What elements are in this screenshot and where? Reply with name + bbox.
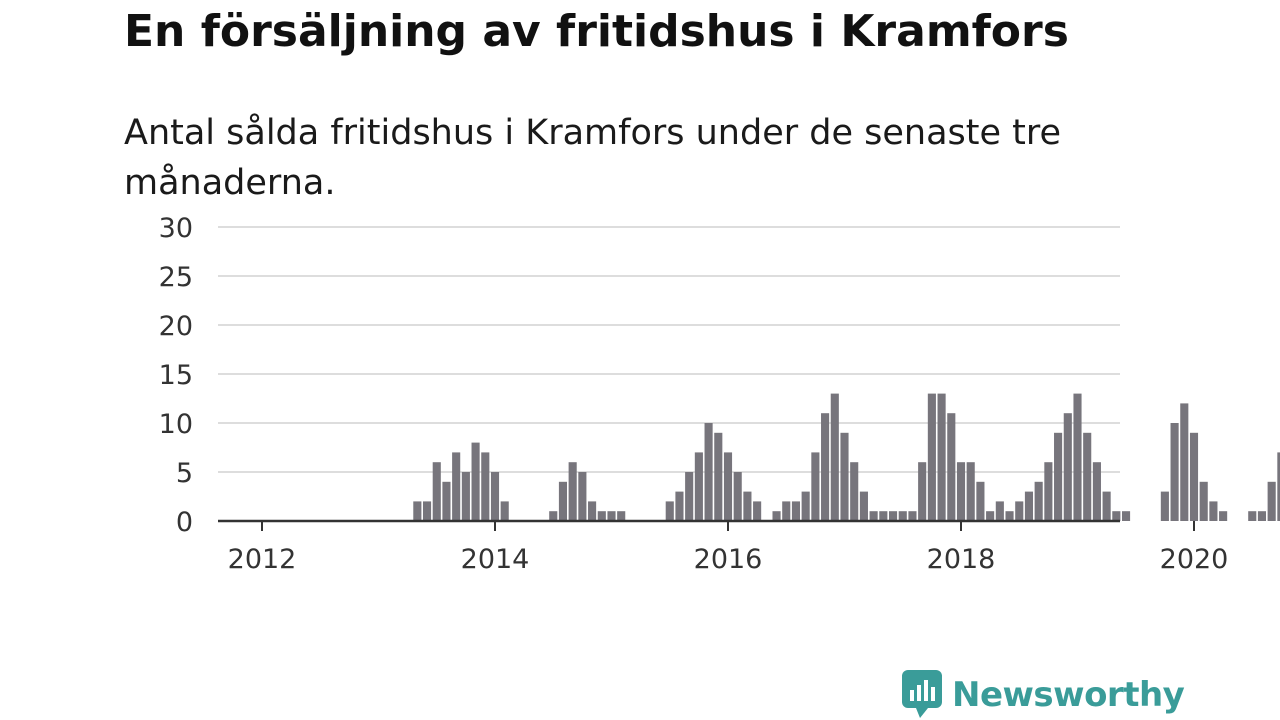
bars: [413, 393, 1280, 521]
bar: [811, 452, 820, 521]
bar: [723, 452, 733, 521]
bar: [1112, 511, 1121, 521]
x-tick-label: 2018: [927, 544, 996, 575]
bar: [1277, 452, 1280, 521]
bar: [908, 511, 917, 521]
bar: [801, 491, 810, 521]
bar: [1170, 423, 1179, 521]
bar: [500, 501, 509, 521]
y-tick-label: 20: [159, 311, 193, 342]
bar: [1121, 511, 1131, 521]
bar: [1219, 511, 1228, 521]
bar: [918, 462, 927, 521]
bar: [675, 491, 684, 521]
bar: [452, 452, 461, 521]
bar: [413, 501, 422, 521]
bar: [1267, 481, 1276, 521]
bar: [442, 481, 451, 521]
bar: [471, 442, 480, 521]
bar: [665, 501, 674, 521]
bar: [937, 393, 946, 521]
bar: [772, 511, 781, 521]
bar: [976, 481, 985, 521]
bar: [597, 511, 606, 521]
gridlines: [218, 226, 1120, 473]
bar: [1102, 491, 1111, 521]
chart-subtitle: Antal sålda fritidshus i Kramfors under …: [124, 113, 1062, 203]
bar: [782, 501, 791, 521]
bar: [995, 501, 1004, 521]
bar: [549, 511, 558, 521]
bar: [617, 511, 626, 521]
bar: [1063, 413, 1072, 521]
bar: [733, 472, 742, 521]
bar: [432, 462, 441, 521]
bar: [1044, 462, 1053, 521]
bar: [607, 511, 616, 521]
bar: [888, 511, 898, 521]
y-tick-label: 0: [176, 507, 193, 538]
x-tick-label: 2020: [1160, 544, 1229, 575]
bar: [1073, 393, 1082, 521]
bar: [1024, 491, 1034, 521]
bar: [1160, 491, 1169, 521]
bar: [578, 472, 587, 521]
bar: [879, 511, 888, 521]
bar: [986, 511, 995, 521]
bar: [588, 501, 597, 521]
bar: [558, 481, 568, 521]
newsworthy-logo[interactable]: Newsworthy: [902, 670, 1185, 720]
x-tick-label: 2014: [461, 544, 530, 575]
bar: [1054, 432, 1063, 521]
tick-labels: 0510152025301201220142016201820202022202…: [159, 213, 1229, 575]
bar: [821, 413, 830, 521]
bar: [1189, 432, 1199, 521]
bar: [947, 413, 956, 521]
bar: [1005, 511, 1014, 521]
y-tick-label: 30: [159, 213, 193, 244]
y-tick-label: 25: [159, 262, 193, 293]
bar: [1248, 511, 1257, 521]
x-tick-label: 2016: [694, 544, 763, 575]
bar: [685, 472, 694, 521]
bar: [694, 452, 703, 521]
bar: [490, 472, 500, 521]
bar: [568, 462, 577, 521]
bar: [1199, 481, 1208, 521]
bar: [927, 393, 936, 521]
y-tick-label: 5: [176, 458, 193, 489]
bar: [830, 393, 839, 521]
axes: [218, 519, 1195, 531]
bar: [859, 491, 868, 521]
bar: [753, 501, 762, 521]
brand-name: Newsworthy: [952, 675, 1185, 715]
bar: [481, 452, 490, 521]
x-tick-label: 2012: [228, 544, 297, 575]
bar: [1257, 511, 1267, 521]
bar: [1015, 501, 1024, 521]
chart-title: En försäljning av fritidshus i Kramfors: [124, 6, 1069, 57]
bar: [898, 511, 907, 521]
bar: [869, 511, 878, 521]
bar: [1180, 403, 1189, 521]
bar: [1092, 462, 1101, 521]
bar: [966, 462, 975, 521]
newsworthy-chart-bubble-icon: [902, 670, 942, 718]
bar: [956, 462, 966, 521]
bar: [704, 423, 713, 521]
y-tick-label: 15: [159, 360, 193, 391]
bar: [1034, 481, 1043, 521]
bar: [422, 501, 432, 521]
bar: [714, 432, 723, 521]
bar: [461, 472, 470, 521]
y-tick-label: 10: [159, 409, 193, 440]
bar: [840, 432, 849, 521]
bar: [743, 491, 752, 521]
bar: [850, 462, 859, 521]
bar: [791, 501, 801, 521]
bar: [1083, 432, 1092, 521]
bar: [1209, 501, 1218, 521]
